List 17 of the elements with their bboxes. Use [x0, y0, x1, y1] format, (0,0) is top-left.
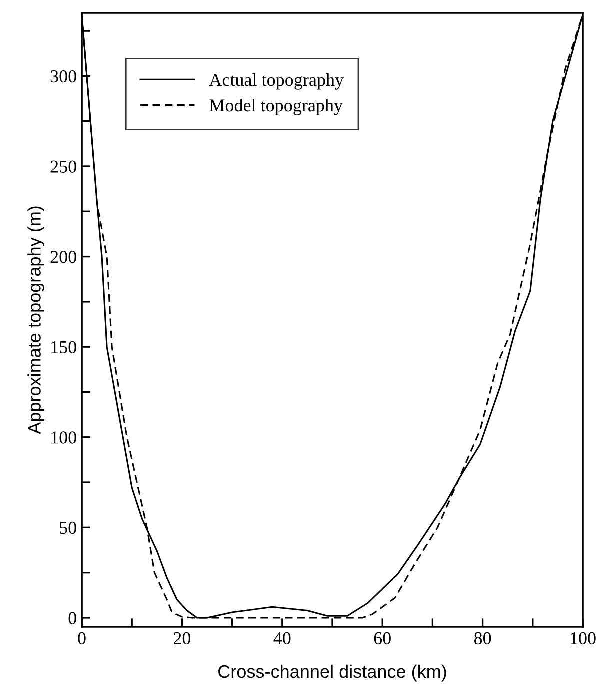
y-axis-title: Approximate topography (m) — [28, 206, 44, 434]
legend-label: Actual topography — [209, 73, 344, 90]
y-tick-label: 50 — [60, 522, 76, 534]
x-tick-label: 80 — [474, 632, 492, 645]
x-tick-label: 40 — [274, 632, 291, 645]
x-tick-label: 20 — [174, 632, 191, 645]
y-tick-label: 100 — [52, 432, 76, 444]
y-tick-label: 200 — [50, 251, 76, 264]
y-tick-label: 300 — [50, 70, 76, 83]
y-tick-label: 150 — [52, 341, 76, 354]
x-axis-title: Cross-channel distance (km) — [218, 664, 446, 682]
y-tick-label: 250 — [50, 160, 76, 173]
x-tick-label: 100 — [571, 632, 596, 645]
legend-label: Model topography — [210, 98, 343, 116]
x-tick-label: 0 — [78, 632, 86, 645]
y-tick-label: 0 — [68, 612, 76, 624]
x-tick-label: 60 — [374, 632, 391, 645]
